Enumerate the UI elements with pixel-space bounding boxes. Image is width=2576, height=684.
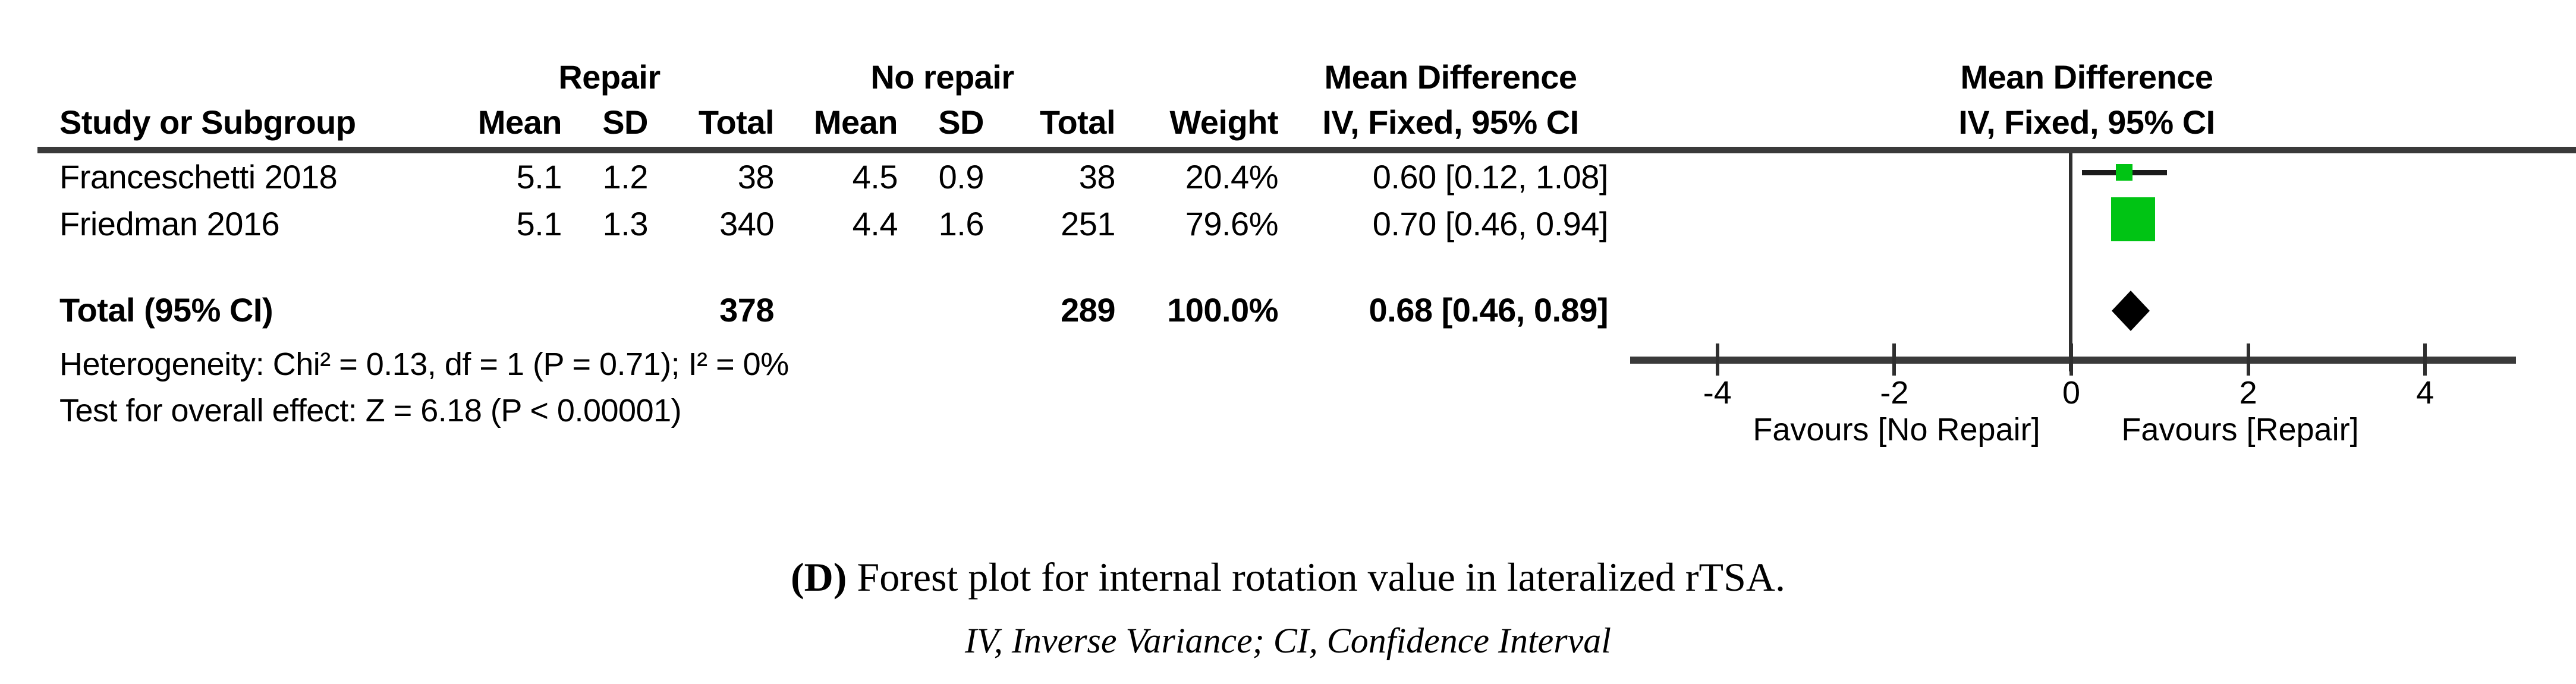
total-norepair: 38 [1078,158,1116,196]
axis-tick-label: 0 [2062,375,2081,411]
study-name: Friedman 2016 [59,205,280,242]
axis-tick [2069,343,2073,376]
mean-norepair: 4.5 [852,158,898,196]
total-repair: 340 [719,205,774,242]
ci-text: 0.60 [0.12, 1.08] [1372,158,1609,196]
axis-tick-label: 2 [2239,375,2257,411]
col-weight: Weight [1169,103,1278,141]
total-norepair: 251 [1061,205,1115,242]
sd-repair: 1.2 [602,158,649,196]
col-study: Study or Subgroup [59,103,356,141]
sd-norepair: 1.6 [938,205,985,242]
axis-tick [1715,343,1719,376]
weight-value: 79.6% [1185,205,1279,242]
zero-line [2069,153,2072,371]
col-md-subtitle: IV, Fixed, 95% CI [1322,103,1579,141]
heterogeneity-note: Heterogeneity: Chi² = 0.13, df = 1 (P = … [59,346,789,382]
col-sd-norepair: SD [938,103,984,141]
total-norepair-sum: 289 [1061,291,1115,329]
figure-caption-label: (D) [790,554,847,600]
sd-repair: 1.3 [602,205,649,242]
total-ci-text: 0.68 [0.46, 0.89] [1369,291,1609,329]
figure-caption: (D) Forest plot for internal rotation va… [0,553,2576,601]
axis-tick-label: 4 [2416,375,2435,411]
favours-right-label: Favours [Repair] [2121,412,2359,447]
plot-md-subtitle: IV, Fixed, 95% CI [1958,103,2215,141]
total-repair: 38 [737,158,775,196]
ci-text: 0.70 [0.46, 0.94] [1372,205,1609,242]
overall-effect-note: Test for overall effect: Z = 6.18 (P < 0… [59,393,682,428]
col-group-no-repair: No repair [870,58,1014,96]
study-marker [2111,197,2156,241]
col-group-repair: Repair [558,58,660,96]
x-axis-line [1630,357,2516,364]
col-mean-repair: Mean [477,103,562,141]
axis-tick-label: -4 [1703,375,1732,411]
total-diamond [2112,291,2150,331]
mean-repair: 5.1 [516,158,562,196]
total-repair-sum: 378 [719,291,774,329]
col-mean-norepair: Mean [813,103,898,141]
col-total-norepair: Total [1039,103,1116,141]
axis-tick [1892,343,1896,376]
col-sd-repair: SD [602,103,648,141]
sd-norepair: 0.9 [938,158,985,196]
col-total-repair: Total [698,103,775,141]
total-weight: 100.0% [1167,291,1278,329]
mean-norepair: 4.4 [852,205,898,242]
total-label: Total (95% CI) [59,291,273,329]
plot-md-title: Mean Difference [1960,58,2213,96]
header-separator-line [37,147,2576,153]
axis-tick [2246,343,2250,376]
favours-left-label: Favours [No Repair] [1753,412,2040,447]
weight-value: 20.4% [1185,158,1279,196]
study-marker [2116,164,2133,181]
mean-repair: 5.1 [516,205,562,242]
axis-tick-label: -2 [1880,375,1909,411]
col-md-title: Mean Difference [1324,58,1577,96]
axis-tick [2423,343,2427,376]
figure-caption-text: Forest plot for internal rotation value … [847,554,1786,600]
figure-caption-abbreviations: IV, Inverse Variance; CI, Confidence Int… [965,621,1611,660]
study-name: Franceschetti 2018 [59,158,338,196]
